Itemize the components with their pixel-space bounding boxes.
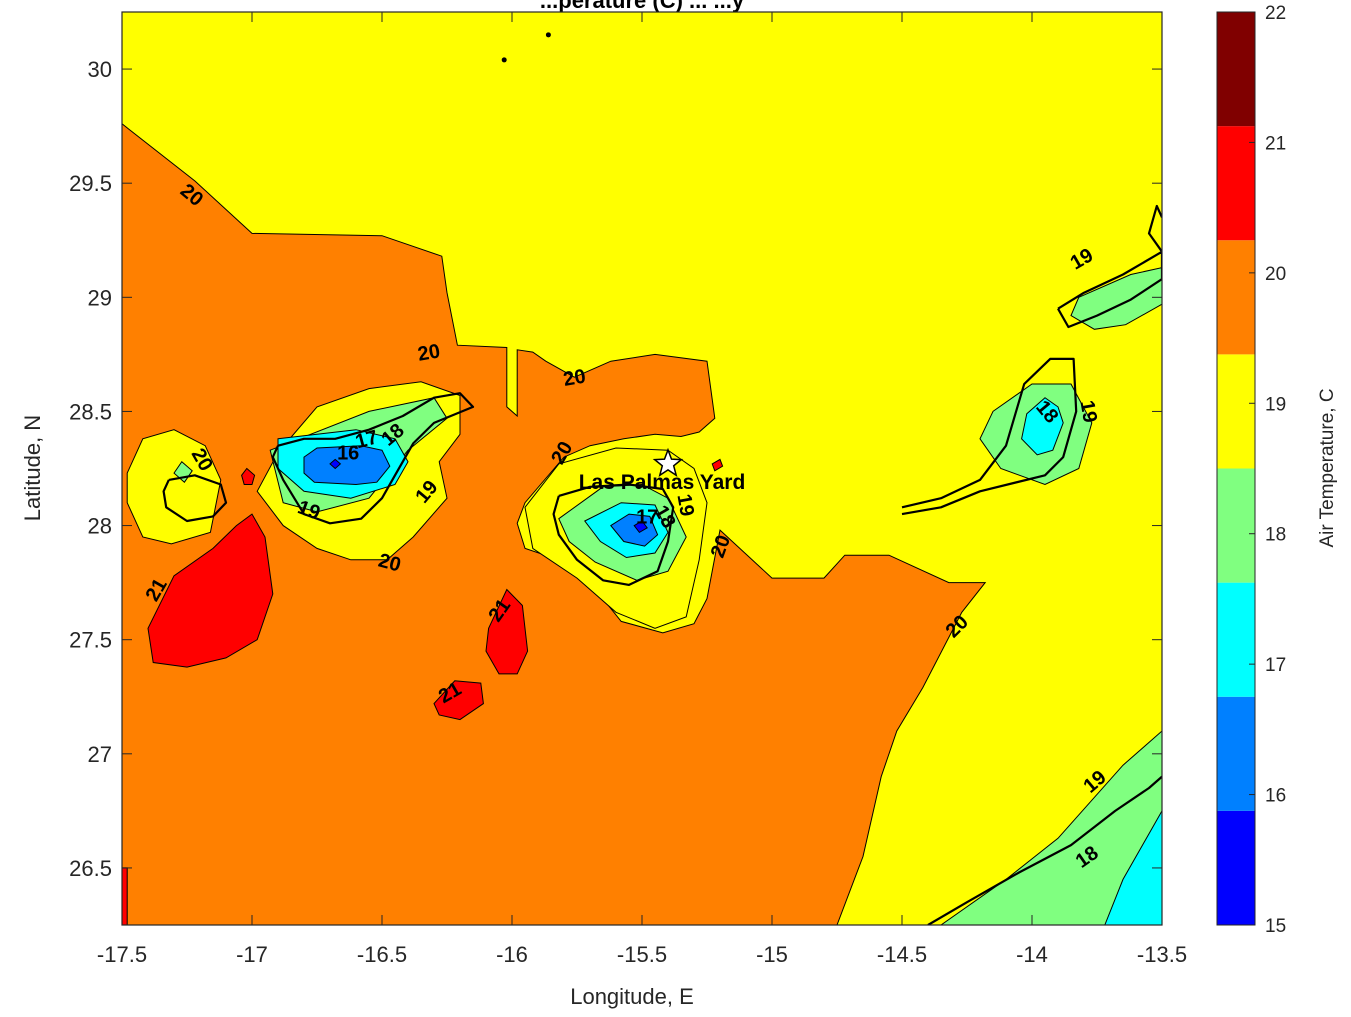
y-tick-label: 28.5 xyxy=(69,399,112,424)
x-tick-label: -16.5 xyxy=(357,942,407,967)
colorbar-tick-label: 18 xyxy=(1265,525,1286,546)
x-tick-label: -17 xyxy=(236,942,268,967)
coastline xyxy=(1057,250,1162,329)
y-tick-label: 29 xyxy=(88,285,112,310)
x-axis-label: Longitude, E xyxy=(570,984,694,1009)
contour-region-21 xyxy=(122,867,128,925)
contour-region-16 xyxy=(303,445,391,486)
site-star-marker xyxy=(652,447,684,478)
contour-region-15 xyxy=(329,458,342,470)
colorbar-tick-label: 21 xyxy=(1265,133,1286,154)
colorbar-tick-label: 19 xyxy=(1265,394,1286,415)
contour-label: 19 xyxy=(1075,399,1101,425)
coastline xyxy=(271,392,475,525)
y-tick-label: 26.5 xyxy=(69,856,112,881)
x-tick-label: -14.5 xyxy=(877,942,927,967)
x-tick-label: -14 xyxy=(1016,942,1048,967)
colorbar-tick-label: 16 xyxy=(1265,786,1286,807)
colorbar-segment xyxy=(1217,240,1255,355)
contour-label: 20 xyxy=(562,365,588,391)
contour-region-21 xyxy=(433,680,484,721)
contour-region-21 xyxy=(241,467,256,485)
contour-region-19 xyxy=(126,429,222,545)
y-tick-label: 30 xyxy=(88,57,112,82)
contour-label: 19 xyxy=(672,492,698,518)
contour-label: 20 xyxy=(416,340,442,366)
contour-region-18 xyxy=(1070,267,1162,330)
chart-title: ...perature (C) ... ...y xyxy=(540,0,745,13)
y-tick-label: 29.5 xyxy=(69,171,112,196)
site-label: Las Palmas Yard xyxy=(579,471,746,494)
contour-region-20 xyxy=(122,123,987,925)
coastline xyxy=(162,474,228,523)
colorbar-tick-label: 20 xyxy=(1265,264,1286,285)
y-axis-label: Latitude, N xyxy=(20,415,45,521)
colorbar-segment xyxy=(1217,12,1255,127)
colorbar-frame xyxy=(1216,11,1256,926)
colorbar-label: Air Temperature, C xyxy=(1317,388,1338,547)
x-axis: -17.5 -17 -16.5 -16 -15.5 -15 -14.5 -14 -13.5 xyxy=(97,12,1187,967)
colorbar-segment xyxy=(1217,354,1255,469)
x-tick-label: -15.5 xyxy=(617,942,667,967)
contour-region-17 xyxy=(1104,809,1162,925)
contour-region-16 xyxy=(610,513,659,547)
contour-label: 16 xyxy=(337,443,359,465)
coastline xyxy=(1147,204,1162,253)
islet xyxy=(501,57,507,63)
contour-region-17 xyxy=(1021,397,1064,456)
marker-layer: Las Palmas Yard xyxy=(579,447,746,494)
colorbar-tick-label: 22 xyxy=(1265,3,1286,24)
coastline-layer xyxy=(162,32,1162,925)
contour-region-21 xyxy=(147,513,274,668)
colorbar-tick-label: 15 xyxy=(1265,916,1286,937)
colorbar-segment xyxy=(1217,126,1255,241)
contour-region-21 xyxy=(485,588,529,675)
colorbar-segment xyxy=(1217,582,1255,697)
colorbar-segment xyxy=(1217,696,1255,811)
colorbar-tick-label: 17 xyxy=(1265,655,1286,676)
islet xyxy=(545,32,551,38)
y-tick-label: 28 xyxy=(88,514,112,539)
contour-region-15 xyxy=(633,520,648,534)
coastline xyxy=(901,357,1078,516)
x-tick-label: -13.5 xyxy=(1137,942,1187,967)
x-tick-label: -17.5 xyxy=(97,942,147,967)
colorbar-segment xyxy=(1217,810,1255,925)
x-tick-label: -15 xyxy=(756,942,788,967)
contour-region-21 xyxy=(711,458,724,472)
contour-fill-layer xyxy=(122,12,1162,925)
coastline xyxy=(927,775,1162,925)
y-tick-label: 27 xyxy=(88,742,112,767)
coastline xyxy=(552,483,675,587)
x-tick-label: -16 xyxy=(496,942,528,967)
contour-label: 17 xyxy=(636,506,658,528)
y-axis: 26.5 27 27.5 28 28.5 29 29.5 30 xyxy=(69,57,1162,881)
colorbar-segment xyxy=(1217,468,1255,583)
colorbar: 15 16 17 18 19 20 21 22 xyxy=(1216,3,1286,937)
y-tick-label: 27.5 xyxy=(69,628,112,653)
